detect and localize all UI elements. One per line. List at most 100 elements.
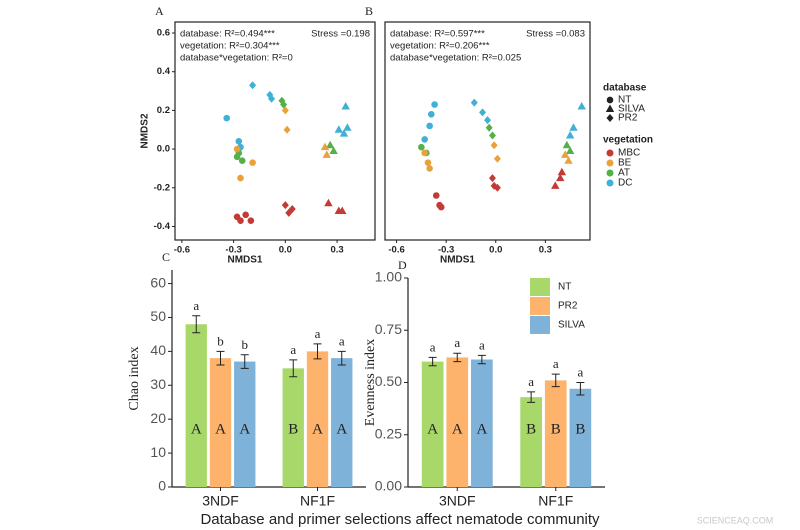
- point: [238, 157, 246, 164]
- point: [343, 123, 352, 131]
- x-tick-label: 0.0: [489, 245, 502, 256]
- x-tick-label: 3NDF: [439, 493, 476, 509]
- panel-label: C: [162, 250, 170, 264]
- point: [418, 143, 425, 151]
- legend-label: BE: [618, 158, 632, 169]
- point: [247, 217, 255, 224]
- point: [551, 181, 560, 189]
- point: [488, 174, 496, 183]
- watermark: SCIENCEAQ.COM: [697, 515, 774, 525]
- point: [479, 108, 487, 117]
- point: [485, 123, 493, 132]
- bar: [331, 358, 353, 487]
- x-tick-label: -0.3: [225, 245, 241, 256]
- legend-title: database: [603, 83, 647, 94]
- significance-letter: b: [217, 333, 224, 348]
- legend-title: vegetation: [603, 135, 653, 146]
- x-tick-label: NF1F: [538, 493, 573, 509]
- point: [431, 101, 438, 108]
- annotation: database: R²=0.597***: [390, 29, 485, 40]
- legend-symbol: [605, 104, 615, 112]
- bar: [569, 388, 592, 487]
- bar: [185, 324, 207, 487]
- point: [322, 150, 331, 158]
- y-tick-label: 0.4: [157, 66, 171, 77]
- bar: [234, 361, 256, 487]
- point: [490, 141, 498, 150]
- point: [329, 146, 338, 155]
- legend-label: NT: [618, 95, 631, 106]
- x-tick-label: 3NDF: [202, 493, 239, 509]
- y-tick-label: 1.00: [375, 269, 402, 285]
- treatment-letter: A: [476, 421, 487, 437]
- panel-label: A: [155, 4, 164, 18]
- significance-letter: b: [242, 337, 249, 352]
- y-axis-title: Evenness index: [363, 339, 378, 426]
- point: [493, 183, 501, 192]
- y-axis-title: NMDS2: [140, 113, 151, 148]
- treatment-letter: A: [215, 421, 226, 437]
- plot-frame: [384, 21, 591, 241]
- x-tick-label: 0.3: [539, 245, 552, 256]
- error-bar: [453, 352, 462, 363]
- significance-letter: a: [454, 335, 460, 350]
- bar: [306, 351, 329, 487]
- point: [249, 81, 257, 90]
- point: [283, 125, 291, 134]
- error-bar: [289, 359, 298, 378]
- error-bar: [477, 354, 486, 365]
- treatment-letter: A: [191, 421, 202, 437]
- significance-letter: a: [290, 342, 296, 357]
- point: [421, 149, 428, 157]
- point: [320, 142, 330, 151]
- point: [249, 159, 256, 166]
- point: [334, 125, 343, 133]
- significance-letter: a: [315, 326, 321, 341]
- point: [424, 159, 432, 166]
- x-tick-label: 0.3: [330, 245, 343, 256]
- point: [421, 136, 428, 143]
- y-tick-label: -0.2: [154, 182, 170, 193]
- treatment-letter: A: [427, 421, 438, 437]
- plot-frame: [174, 21, 376, 241]
- bar: [421, 361, 444, 487]
- y-tick-label: 40: [150, 342, 166, 358]
- point: [285, 208, 293, 217]
- legend-label: SILVA: [558, 320, 585, 331]
- annotation: database: R²=0.494***: [180, 29, 275, 40]
- significance-letter: a: [430, 339, 436, 354]
- y-tick-label: 50: [150, 308, 166, 324]
- point: [237, 174, 244, 182]
- legend-symbol: [606, 179, 614, 187]
- point: [561, 150, 570, 158]
- y-tick-label: 0: [158, 478, 166, 494]
- bar: [282, 368, 304, 487]
- legend-label: MBC: [618, 148, 640, 159]
- annotation: vegetation: R²=0.206***: [390, 41, 490, 52]
- y-tick-label: 60: [150, 274, 166, 290]
- legend-symbol: [606, 149, 614, 157]
- point: [484, 116, 491, 125]
- point: [426, 165, 433, 172]
- x-tick-label: -0.6: [388, 245, 404, 256]
- point: [564, 156, 573, 164]
- annotation: vegetation: R²=0.304***: [180, 41, 280, 52]
- stress-label: Stress =0.083: [526, 29, 585, 40]
- point: [338, 206, 347, 214]
- point: [325, 140, 335, 149]
- point: [233, 145, 241, 153]
- x-tick-label: 0.0: [279, 245, 292, 256]
- legend-swatch: [530, 278, 550, 296]
- treatment-letter: B: [526, 421, 536, 437]
- panel-label: D: [398, 258, 407, 272]
- x-tick-label: -0.6: [174, 245, 190, 256]
- treatment-letter: B: [551, 421, 561, 437]
- point: [427, 110, 435, 118]
- significance-letter: a: [553, 356, 559, 371]
- point: [437, 203, 445, 211]
- error-bar: [428, 356, 437, 367]
- point: [235, 138, 243, 145]
- point: [242, 211, 249, 219]
- bar: [471, 359, 493, 487]
